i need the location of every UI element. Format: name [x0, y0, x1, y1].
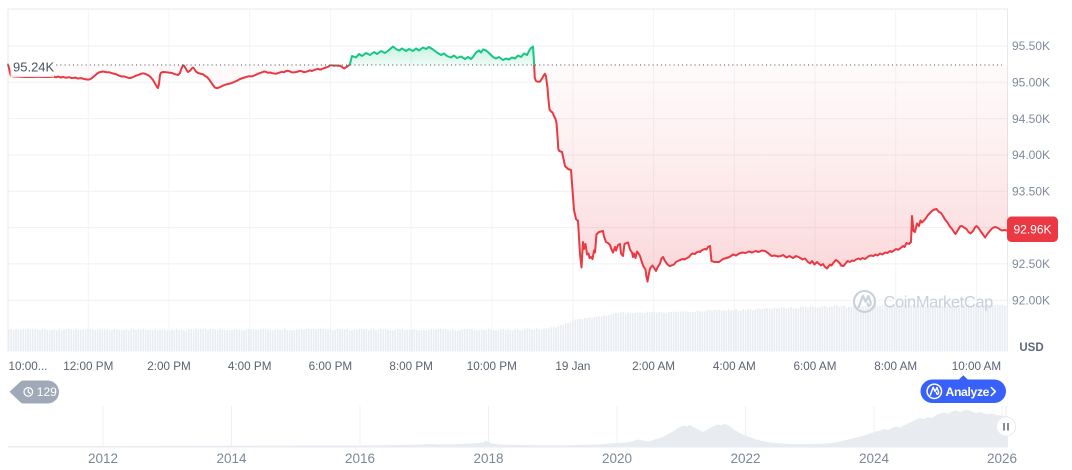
svg-text:10:00...: 10:00... — [9, 360, 48, 373]
svg-text:2020: 2020 — [602, 451, 632, 466]
svg-text:94.50K: 94.50K — [1012, 112, 1050, 126]
svg-text:8:00 PM: 8:00 PM — [389, 360, 433, 373]
svg-text:93.50K: 93.50K — [1012, 185, 1050, 199]
svg-text:Analyze: Analyze — [946, 385, 990, 399]
svg-text:2024: 2024 — [859, 451, 890, 466]
svg-text:2022: 2022 — [730, 451, 760, 466]
svg-text:USD: USD — [1019, 342, 1043, 354]
svg-text:10:00 AM: 10:00 AM — [952, 360, 1001, 373]
svg-text:4:00 AM: 4:00 AM — [713, 360, 756, 373]
svg-text:95.00K: 95.00K — [1012, 76, 1050, 90]
svg-text:2:00 AM: 2:00 AM — [632, 360, 675, 373]
svg-text:2026: 2026 — [987, 451, 1017, 466]
svg-text:94.00K: 94.00K — [1012, 148, 1050, 162]
svg-text:95.24K: 95.24K — [13, 60, 55, 75]
svg-text:129: 129 — [37, 385, 57, 399]
svg-text:19 Jan: 19 Jan — [555, 360, 590, 373]
svg-text:2018: 2018 — [473, 451, 503, 466]
svg-text:12:00 PM: 12:00 PM — [63, 360, 113, 373]
svg-text:CoinMarketCap: CoinMarketCap — [884, 294, 994, 312]
svg-text:92.96K: 92.96K — [1013, 223, 1051, 237]
svg-text:6:00 AM: 6:00 AM — [794, 360, 837, 373]
svg-text:10:00 PM: 10:00 PM — [467, 360, 517, 373]
svg-text:2016: 2016 — [345, 451, 375, 466]
svg-text:2014: 2014 — [216, 451, 247, 466]
svg-text:95.50K: 95.50K — [1012, 39, 1050, 53]
svg-text:92.50K: 92.50K — [1012, 257, 1050, 271]
svg-text:92.00K: 92.00K — [1012, 293, 1050, 307]
svg-text:8:00 AM: 8:00 AM — [874, 360, 917, 373]
svg-text:2012: 2012 — [88, 451, 118, 466]
svg-text:4:00 PM: 4:00 PM — [228, 360, 272, 373]
svg-text:2:00 PM: 2:00 PM — [147, 360, 191, 373]
svg-text:6:00 PM: 6:00 PM — [309, 360, 353, 373]
